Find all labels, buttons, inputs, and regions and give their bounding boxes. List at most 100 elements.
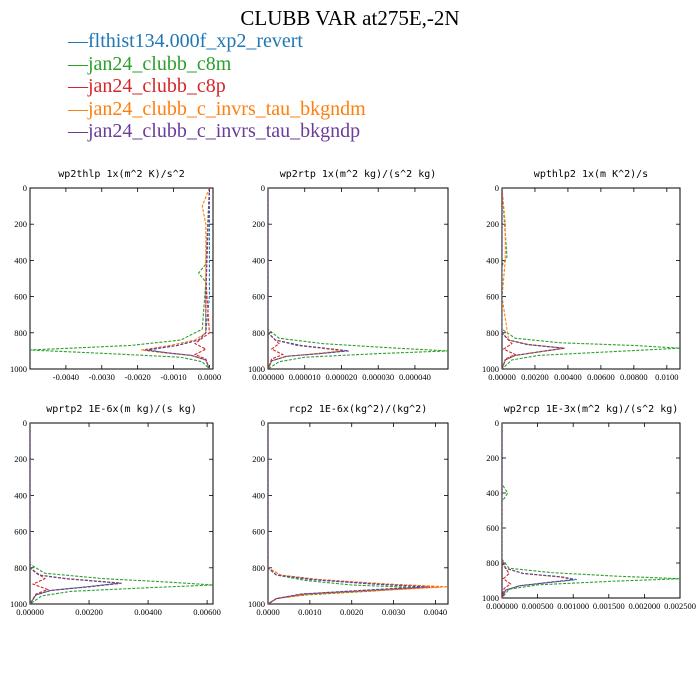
y-tick-label: 200 [14, 454, 27, 464]
y-tick-label: 0 [495, 418, 499, 428]
panel-title: wprtp2 1E-6x(m kg)/(s kg) [46, 404, 197, 415]
y-tick-label: 0 [261, 418, 265, 428]
y-tick-label: 400 [14, 255, 27, 265]
series-line-4 [30, 423, 122, 604]
plot-frame [29, 187, 214, 370]
series-line-5 [502, 423, 574, 598]
y-tick-label: 400 [252, 255, 265, 265]
x-tick-label: 0.000000 [486, 601, 518, 611]
plot-frame [29, 422, 214, 605]
series-line-4 [268, 423, 448, 604]
legend-entry-4: —jan24_clubb_c_invrs_tau_bkgndm [68, 98, 366, 121]
series-line-2 [268, 188, 448, 369]
series-line-1 [502, 188, 564, 369]
y-tick-label: 800 [252, 563, 265, 573]
x-tick-label: -0.0040 [53, 372, 79, 382]
y-tick-label: 600 [252, 292, 265, 302]
y-tick-label: 0 [23, 183, 27, 193]
x-tick-label: 0.000000 [252, 372, 284, 382]
legend-entry-2: —jan24_clubb_c8m [68, 53, 366, 76]
series-line-5 [268, 423, 428, 604]
panel-1: wp2thlp 1x(m^2 K)/s^2 0 200 400 600 800 1000 -0… [10, 169, 221, 382]
y-tick-label: 200 [252, 219, 265, 229]
x-tick-label: 0.002000 [628, 601, 660, 611]
panel-3: wpthlp2 1x(m K^2)/s 0 200 400 600 800 1000 0.00… [482, 169, 681, 382]
series-line-1 [148, 188, 210, 369]
legend-label: flthist134.000f_xp2_revert [88, 30, 303, 52]
panel-title: wp2rcp 1E-3x(m^2 kg)/(s^2 kg) [504, 404, 679, 415]
x-tick-label: 0.0000 [198, 372, 221, 382]
x-tick-label: 0.000500 [522, 601, 554, 611]
x-tick-label: 0.0030 [382, 607, 405, 617]
x-tick-label: 0.00400 [134, 607, 162, 617]
legend-label: jan24_clubb_c_invrs_tau_bkgndp [88, 120, 361, 142]
x-tick-label: 0.0040 [424, 607, 447, 617]
series-line-3 [502, 423, 512, 598]
panel-2: wp2rtp 1x(m^2 kg)/(s^2 kg) 0 200 400 600 800 1… [248, 169, 449, 382]
legend: —flthist134.000f_xp2_revert —jan24_clubb_… [68, 30, 366, 143]
legend-entry-3: —jan24_clubb_c8p [68, 75, 366, 98]
y-tick-label: 1000 [10, 364, 27, 374]
legend-entry-5: —jan24_clubb_c_invrs_tau_bkgndp [68, 120, 366, 143]
y-tick-label: 800 [14, 563, 27, 573]
y-tick-label: 400 [252, 490, 265, 500]
series-line-3 [30, 423, 50, 604]
x-tick-label: 0.00200 [75, 607, 103, 617]
x-tick-label: 0.000030 [362, 372, 394, 382]
panel-5: rcp2 1E-6x(kg^2)/(kg^2) 0 200 400 600 800 1000… [248, 404, 449, 617]
y-tick-label: 200 [486, 453, 499, 463]
legend-entry-1: —flthist134.000f_xp2_revert [68, 30, 366, 53]
legend-label: jan24_clubb_c8p [88, 75, 226, 97]
panel-title: wp2rtp 1x(m^2 kg)/(s^2 kg) [280, 169, 437, 180]
y-tick-label: 200 [252, 454, 265, 464]
y-tick-label: 1000 [10, 599, 27, 609]
y-tick-label: 0 [23, 418, 27, 428]
panel-title: wp2thlp 1x(m^2 K)/s^2 [58, 169, 184, 180]
y-tick-label: 400 [486, 255, 499, 265]
plot-frame [501, 187, 681, 370]
x-tick-label: 0.00400 [554, 372, 582, 382]
x-tick-label: -0.0020 [125, 372, 151, 382]
y-tick-label: 400 [14, 490, 27, 500]
series-line-5 [268, 188, 349, 369]
series-line-2 [502, 423, 680, 598]
plot-frame [267, 187, 449, 370]
y-tick-label: 600 [14, 527, 27, 537]
x-tick-label: 0.00000 [16, 607, 44, 617]
y-tick-label: 800 [486, 328, 499, 338]
series-line-5 [144, 188, 210, 369]
series-line-1 [268, 188, 346, 369]
series-line-4 [268, 188, 342, 369]
legend-label: jan24_clubb_c_invrs_tau_bkgndm [88, 97, 366, 120]
series-line-4 [502, 423, 574, 598]
series-line-2 [30, 423, 213, 604]
y-tick-label: 800 [14, 328, 27, 338]
series-line-2 [502, 188, 680, 369]
y-tick-label: 0 [261, 183, 265, 193]
y-tick-label: 600 [252, 527, 265, 537]
legend-label: jan24_clubb_c8m [88, 52, 232, 75]
x-tick-label: 0.001000 [557, 601, 589, 611]
y-tick-label: 1000 [482, 364, 499, 374]
series-line-1 [268, 423, 423, 604]
series-line-4 [502, 188, 565, 369]
y-tick-label: 600 [14, 292, 27, 302]
series-line-5 [30, 423, 122, 604]
panel-title: wpthlp2 1x(m K^2)/s [534, 169, 648, 180]
y-tick-label: 1000 [248, 599, 265, 609]
y-tick-label: 600 [486, 523, 499, 533]
y-tick-label: 0 [495, 183, 499, 193]
x-tick-label: 0.000020 [326, 372, 358, 382]
series-line-3 [268, 188, 285, 369]
y-tick-label: 800 [486, 558, 499, 568]
x-tick-label: 0.000010 [289, 372, 321, 382]
y-tick-label: 800 [252, 328, 265, 338]
x-tick-label: 0.001500 [593, 601, 625, 611]
x-tick-label: -0.0030 [89, 372, 115, 382]
series-line-2 [268, 423, 419, 604]
y-tick-label: 200 [486, 219, 499, 229]
y-tick-label: 600 [486, 292, 499, 302]
x-tick-label: 0.00600 [587, 372, 615, 382]
series-line-3 [193, 188, 210, 369]
